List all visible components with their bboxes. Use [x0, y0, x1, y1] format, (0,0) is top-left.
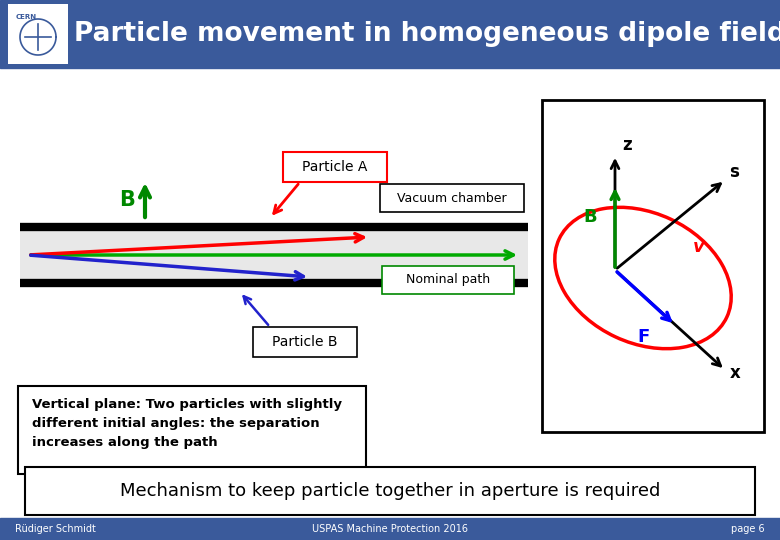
FancyBboxPatch shape: [253, 327, 357, 357]
Bar: [0, 0, 780, 68]
Bar: [542, 100, 764, 432]
Text: x: x: [730, 364, 741, 382]
Text: Mechanism to keep particle together in aperture is required: Mechanism to keep particle together in a…: [120, 482, 660, 500]
Text: z: z: [622, 136, 632, 154]
Text: Particle movement in homogeneous dipole field: Particle movement in homogeneous dipole …: [74, 21, 780, 47]
Text: v: v: [693, 238, 705, 256]
FancyBboxPatch shape: [25, 467, 755, 515]
FancyBboxPatch shape: [380, 184, 524, 212]
Text: Rüdiger Schmidt: Rüdiger Schmidt: [15, 524, 96, 534]
Text: CERN: CERN: [16, 14, 37, 20]
Text: Nominal path: Nominal path: [406, 273, 490, 287]
Bar: [0, 518, 780, 540]
Text: Vacuum chamber: Vacuum chamber: [397, 192, 507, 205]
Text: B: B: [119, 190, 135, 210]
Bar: [20, 227, 528, 283]
FancyBboxPatch shape: [18, 386, 366, 474]
FancyBboxPatch shape: [382, 266, 514, 294]
Text: F: F: [637, 328, 649, 346]
Bar: [8, 4, 68, 64]
Text: B: B: [583, 208, 597, 226]
Text: Vertical plane: Two particles with slightly
different initial angles: the separa: Vertical plane: Two particles with sligh…: [32, 398, 342, 449]
Text: Particle B: Particle B: [272, 335, 338, 349]
Text: USPAS Machine Protection 2016: USPAS Machine Protection 2016: [312, 524, 468, 534]
Text: s: s: [729, 163, 739, 181]
Text: Particle A: Particle A: [303, 160, 367, 174]
Text: page 6: page 6: [732, 524, 765, 534]
FancyBboxPatch shape: [283, 152, 387, 182]
